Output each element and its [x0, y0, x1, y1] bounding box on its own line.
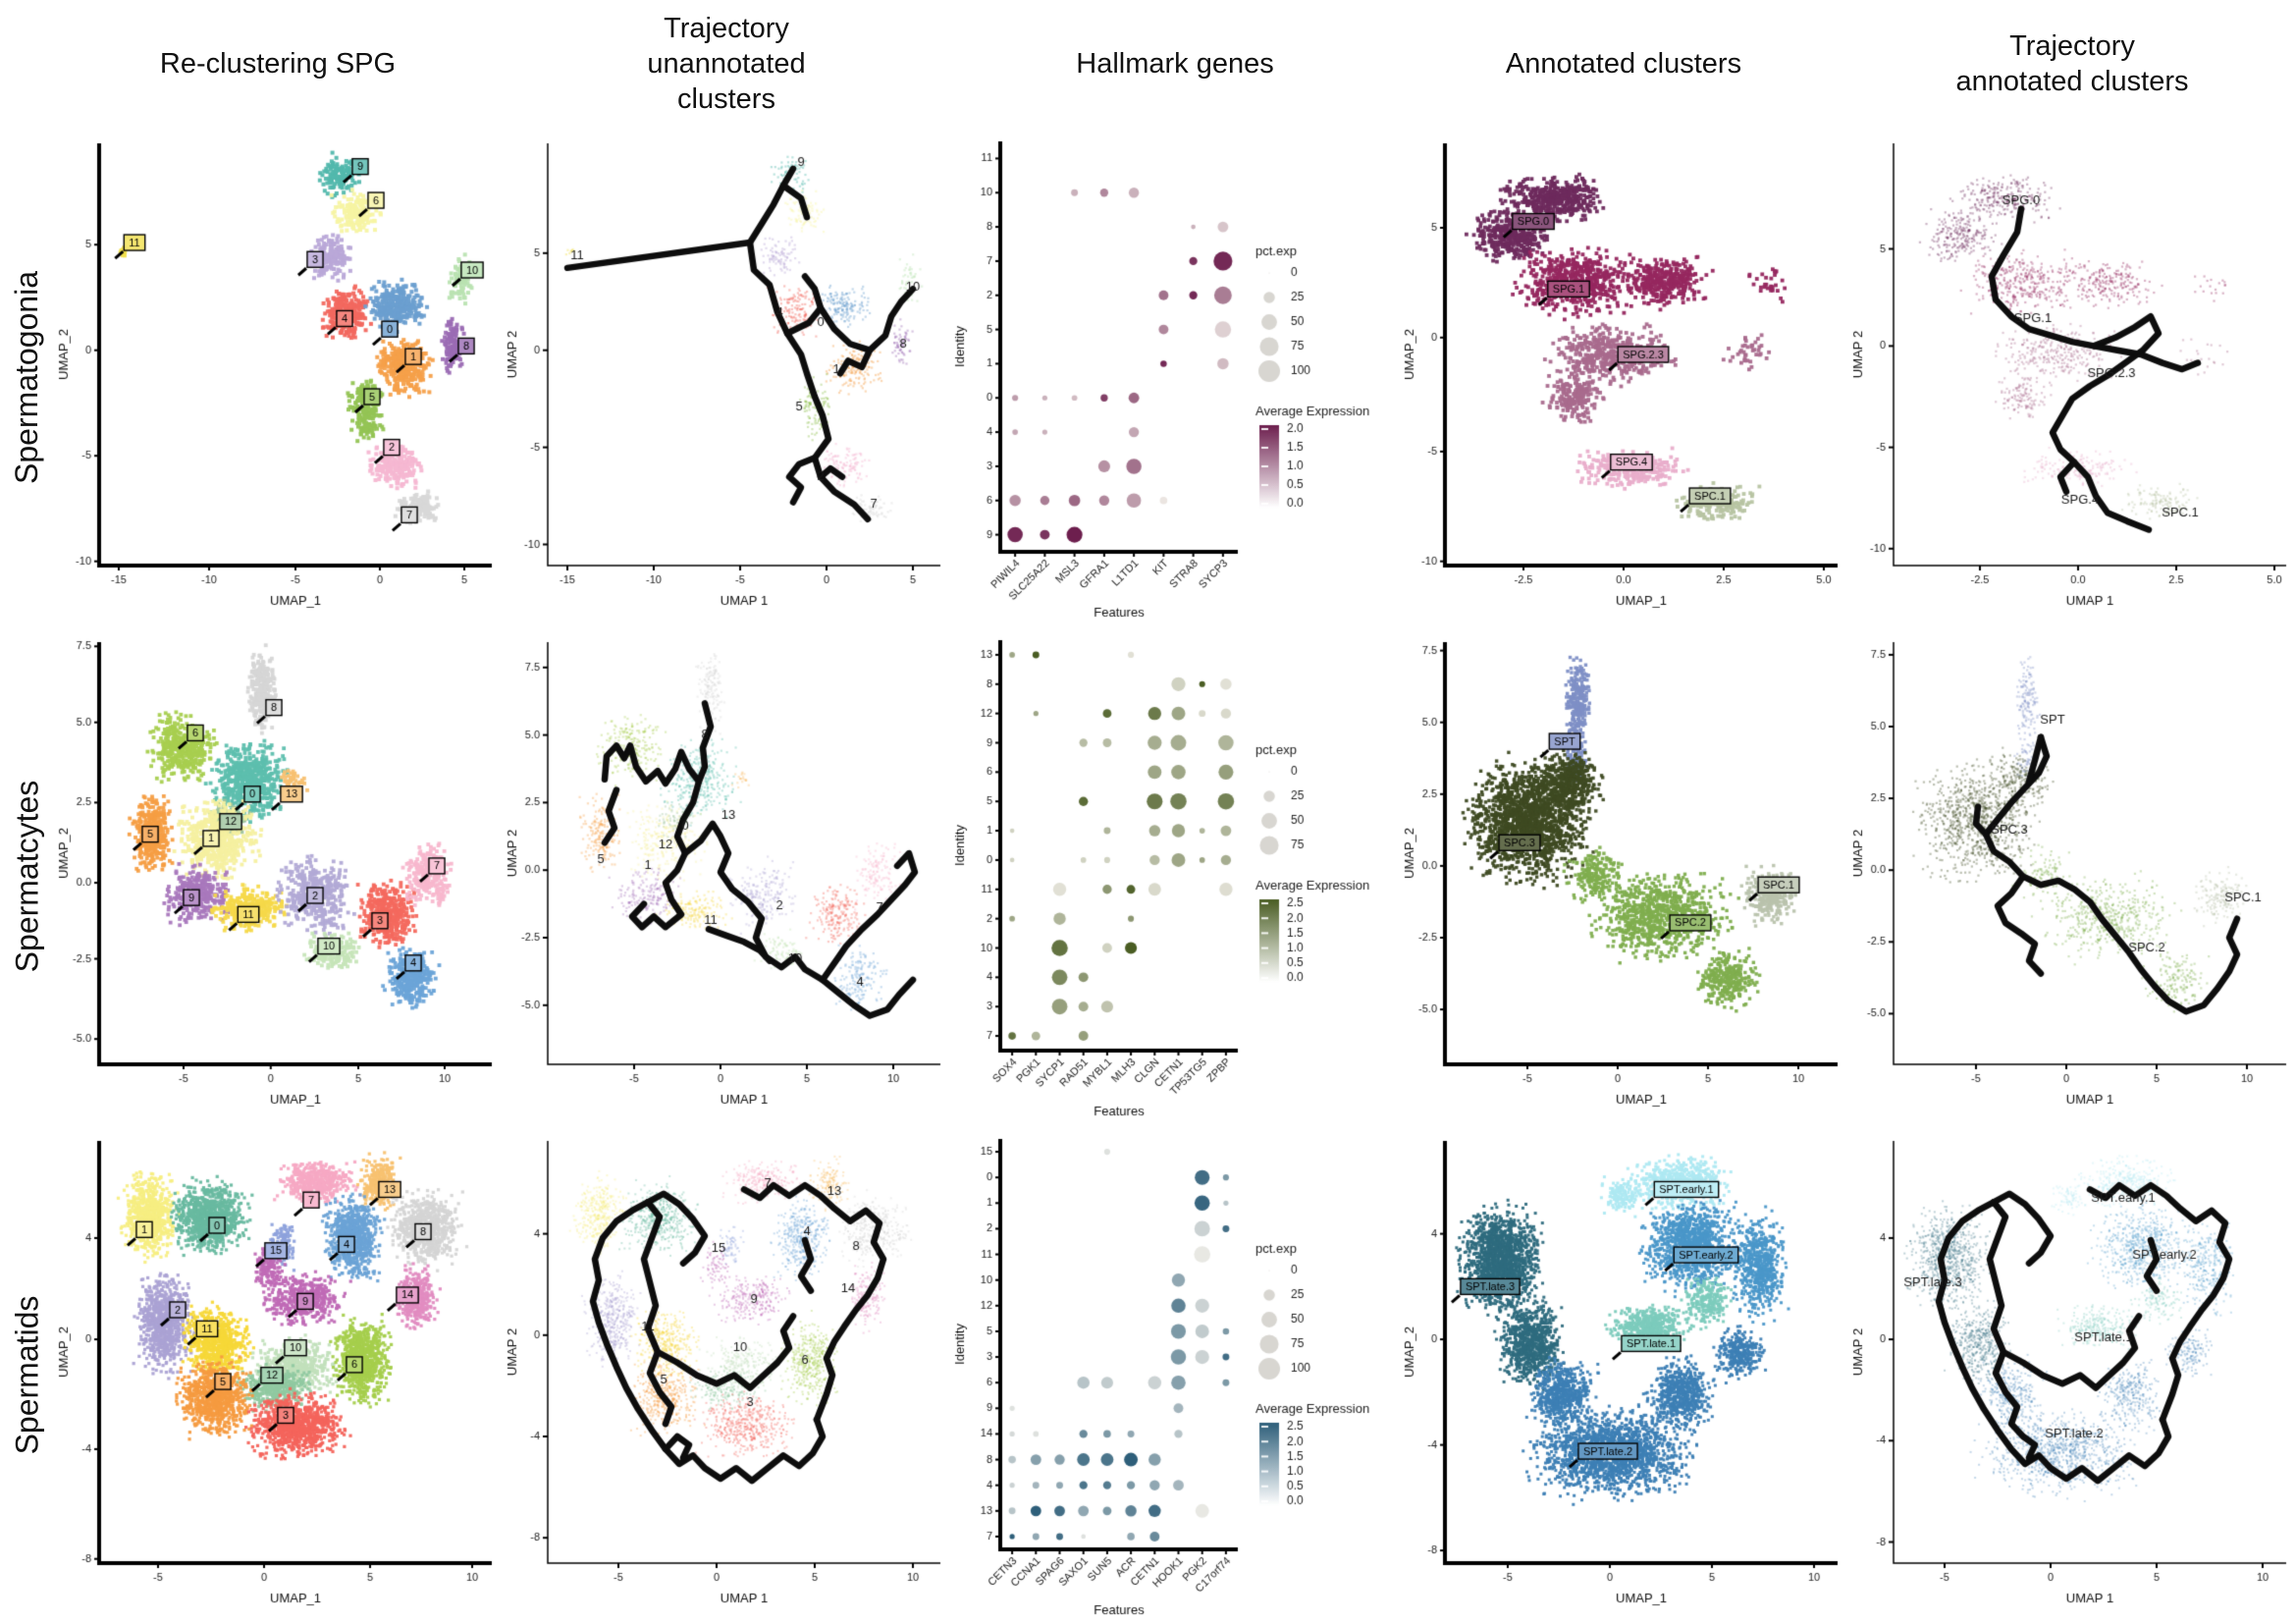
row-label-spermatogonia: Spermatogonia [9, 270, 44, 484]
umap-panel-spermatcytes-trajectory-unannotated [503, 626, 950, 1125]
dotplot-panel-spermatogonia-hallmark-genes [951, 128, 1399, 626]
umap-panel-spermatogonia-annotated-clusters [1400, 128, 1847, 626]
umap-panel-spermatids-trajectory-annotated [1848, 1125, 2296, 1624]
dotplot-panel-spermatids-hallmark-genes [951, 1125, 1399, 1624]
column-header-reclustering-spg: Re-clustering SPG [159, 47, 397, 80]
umap-panel-spermatids-reclustering [54, 1125, 502, 1624]
umap-panel-spermatcytes-annotated-clusters [1400, 626, 1847, 1125]
row-label-spermatcytes: Spermatcytes [9, 780, 44, 972]
umap-panel-spermatogonia-reclustering [54, 128, 502, 626]
umap-panel-spermatogonia-trajectory-unannotated [503, 128, 950, 626]
umap-panel-spermatids-annotated-clusters [1400, 1125, 1847, 1624]
umap-panel-spermatcytes-trajectory-annotated [1848, 626, 2296, 1125]
dotplot-panel-spermatcytes-hallmark-genes [951, 626, 1399, 1125]
column-header-trajectory-unannotated: Trajectory unannotated clusters [647, 12, 806, 116]
umap-panel-spermatogonia-trajectory-annotated [1848, 128, 2296, 626]
umap-panel-spermatcytes-reclustering [54, 626, 502, 1125]
column-header-hallmark-genes: Hallmark genes [1076, 47, 1274, 80]
column-header-trajectory-annotated: Trajectory annotated clusters [1955, 29, 2189, 97]
column-header-annotated-clusters: Annotated clusters [1505, 47, 1742, 80]
umap-panel-spermatids-trajectory-unannotated [503, 1125, 950, 1624]
row-label-spermatids: Spermatids [9, 1295, 44, 1454]
